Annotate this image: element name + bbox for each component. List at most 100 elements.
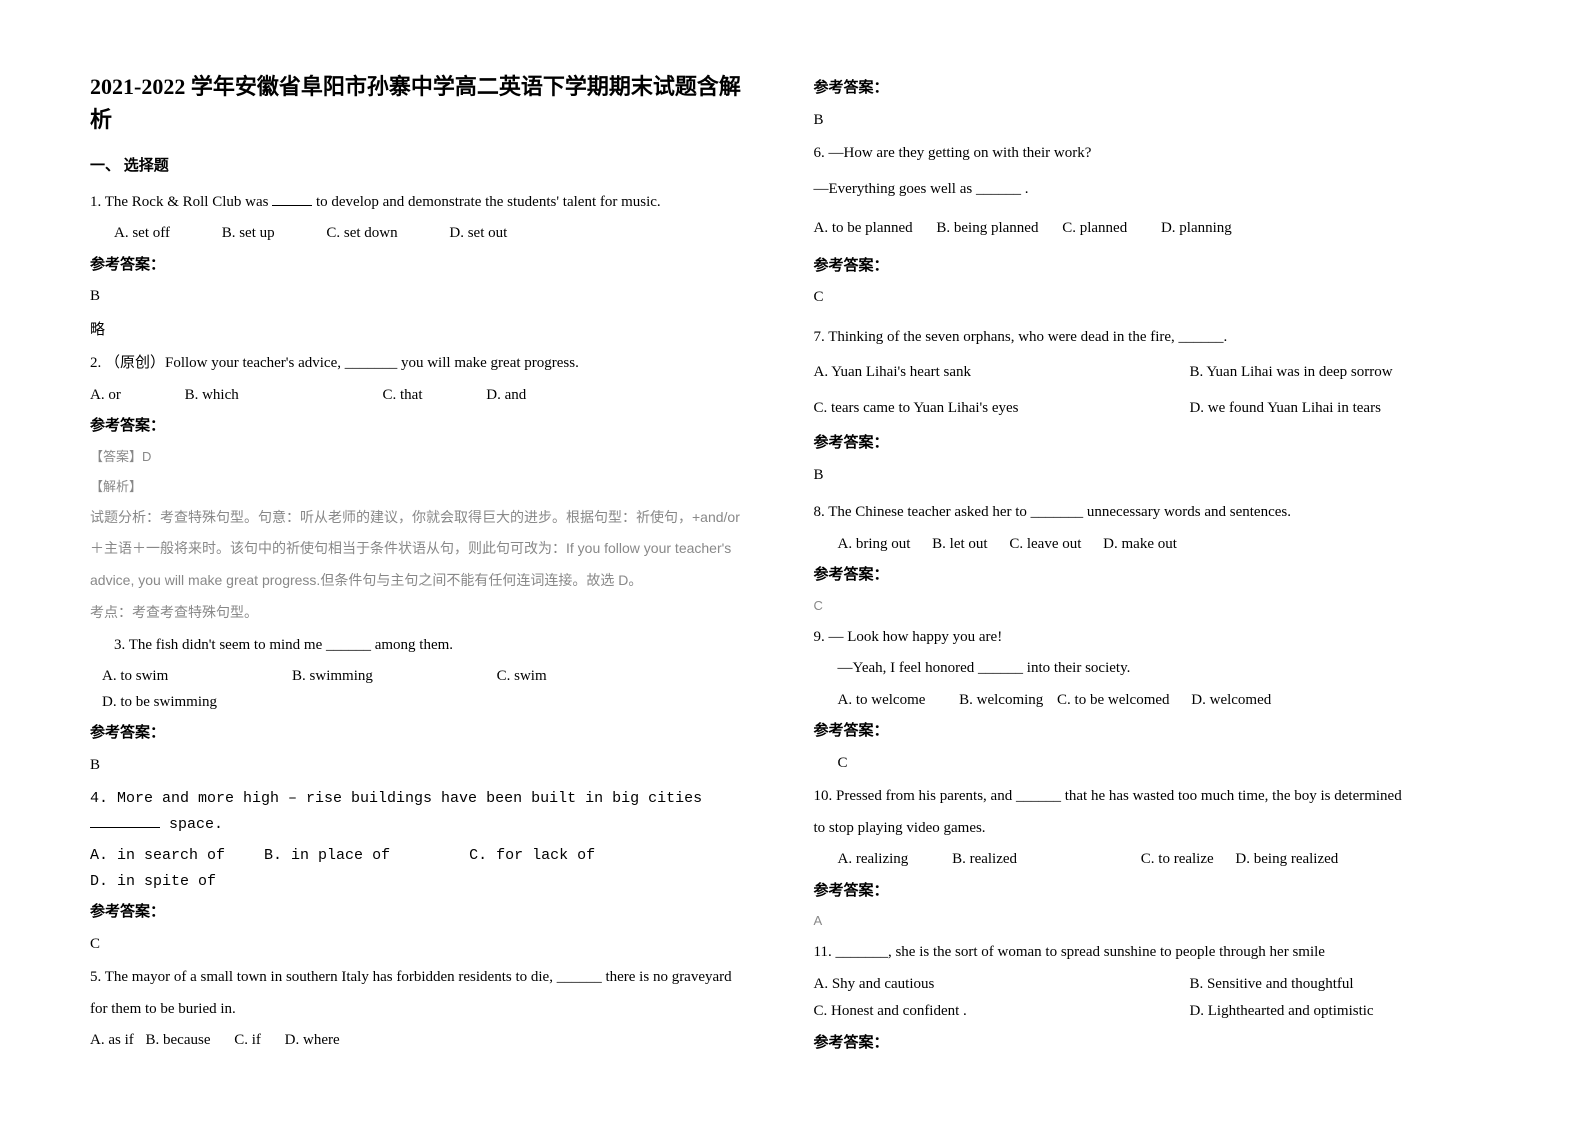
q7-options-row1: A. Yuan Lihai's heart sank B. Yuan Lihai… — [814, 360, 1498, 386]
opt: B. in place of — [264, 843, 390, 869]
opt: D. to be swimming — [102, 690, 217, 716]
opt: B. realized — [952, 847, 1017, 873]
q9-answer: C — [838, 751, 1498, 777]
q1-answer: B — [90, 284, 744, 310]
q3-options: A. to swim B. swimming C. swim D. to be … — [102, 664, 744, 715]
q9-options: A. to welcome B. welcoming C. to be welc… — [838, 688, 1498, 714]
answer-key-label: 参考答案： — [814, 1031, 1498, 1057]
q5-answer: B — [814, 108, 1498, 134]
answer-key-label: 参考答案： — [814, 719, 1498, 745]
opt: B. which — [185, 383, 239, 409]
opt: B. swimming — [292, 664, 373, 690]
analysis-line: ＋主语＋一般将来时。该句中的祈使句相当于条件状语从句，则此句可改为：If you… — [90, 537, 744, 561]
answer-key-label: 参考答案： — [814, 76, 1498, 102]
question-2: 2. （原创）Follow your teacher's advice, ___… — [90, 351, 744, 377]
opt: D. we found Yuan Lihai in tears — [1189, 396, 1497, 422]
answer-key-label: 参考答案： — [814, 563, 1498, 589]
left-column: 2021-2022 学年安徽省阜阳市孙寨中学高二英语下学期期末试题含解析 一、 … — [0, 0, 794, 1122]
q2-options: A. or B. which C. that D. and — [90, 383, 744, 409]
opt: D. being realized — [1235, 847, 1338, 873]
opt: A. as if — [90, 1028, 134, 1054]
opt: A. to swim — [102, 664, 168, 690]
section-header: 一、 选择题 — [90, 154, 744, 180]
q1-options: A. set off B. set up C. set down D. set … — [114, 221, 744, 247]
q8-answer: C — [814, 595, 1498, 617]
q6-options: A. to be planned B. being planned C. pla… — [814, 216, 1498, 242]
q4-answer: C — [90, 932, 744, 958]
question-10a: 10. Pressed from his parents, and ______… — [814, 784, 1498, 810]
q7-answer: B — [814, 463, 1498, 489]
opt: A. in search of — [90, 843, 225, 869]
opt: D. in spite of — [90, 869, 216, 895]
analysis-line: advice, you will make great progress.但条件… — [90, 569, 744, 593]
opt: C. leave out — [1009, 532, 1081, 558]
opt: B. welcoming — [959, 688, 1043, 714]
opt: A. or — [90, 383, 121, 409]
q10-answer: A — [814, 910, 1498, 932]
right-column: 参考答案： B 6. —How are they getting on with… — [794, 0, 1587, 1122]
opt: C. planned — [1062, 216, 1127, 242]
question-9b: —Yeah, I feel honored ______ into their … — [838, 656, 1498, 682]
answer-key-label: 参考答案： — [90, 253, 744, 279]
opt: D. make out — [1103, 532, 1177, 558]
q8-options: A. bring out B. let out C. leave out D. … — [838, 532, 1498, 558]
q1-lue: 略 — [90, 318, 744, 344]
opt: B. Yuan Lihai was in deep sorrow — [1189, 360, 1497, 386]
opt: D. welcomed — [1191, 688, 1271, 714]
question-6a: 6. —How are they getting on with their w… — [814, 141, 1498, 167]
opt: B. because — [146, 1028, 211, 1054]
answer-key-label: 参考答案： — [814, 254, 1498, 280]
question-5a: 5. The mayor of a small town in southern… — [90, 965, 744, 991]
opt: C. Honest and confident . — [814, 999, 1122, 1025]
q1-stem-b: to develop and demonstrate the students'… — [312, 194, 660, 210]
analysis-header: 【解析】 — [90, 476, 744, 498]
analysis-point: 考点：考查考查特殊句型。 — [90, 601, 744, 625]
opt: B. set up — [222, 221, 275, 247]
opt: A. bring out — [838, 532, 911, 558]
q1-stem-a: 1. The Rock & Roll Club was — [90, 194, 272, 210]
q5-options: A. as if B. because C. if D. where — [90, 1028, 744, 1054]
opt: B. Sensitive and thoughtful — [1189, 972, 1497, 998]
q6-answer: C — [814, 285, 1498, 311]
q4-stem-b: space. — [160, 816, 223, 833]
blank — [90, 813, 160, 828]
analysis-line: 试题分析：考查特殊句型。句意：听从老师的建议，你就会取得巨大的进步。根据句型：祈… — [90, 506, 744, 530]
opt: A. set off — [114, 221, 170, 247]
question-9a: 9. — Look how happy you are! — [814, 625, 1498, 651]
answer-key-label: 参考答案： — [814, 879, 1498, 905]
q7-options-row2: C. tears came to Yuan Lihai's eyes D. we… — [814, 396, 1498, 422]
question-10b: to stop playing video games. — [814, 816, 1498, 842]
question-6b: —Everything goes well as ______ . — [814, 177, 1498, 203]
opt: B. let out — [932, 532, 987, 558]
blank — [272, 191, 312, 206]
answer-key-label: 参考答案： — [90, 414, 744, 440]
q4-options: A. in search of B. in place of C. for la… — [90, 843, 744, 894]
opt: C. to realize — [1141, 847, 1214, 873]
opt: C. tears came to Yuan Lihai's eyes — [814, 396, 1190, 422]
answer-key-label: 参考答案： — [814, 431, 1498, 457]
opt: C. to be welcomed — [1057, 688, 1169, 714]
opt: C. for lack of — [469, 843, 595, 869]
opt: C. swim — [497, 664, 547, 690]
question-3: 3. The fish didn't seem to mind me _____… — [114, 633, 744, 659]
answer-key-label: 参考答案： — [90, 900, 744, 926]
q11-options-row2: C. Honest and confident . D. Lighthearte… — [814, 999, 1498, 1025]
doc-title: 2021-2022 学年安徽省阜阳市孙寨中学高二英语下学期期末试题含解析 — [90, 70, 744, 136]
opt: D. planning — [1161, 216, 1232, 242]
opt: A. realizing — [838, 847, 909, 873]
q10-options: A. realizing B. realized C. to realize D… — [838, 847, 1498, 873]
question-8: 8. The Chinese teacher asked her to ____… — [814, 500, 1498, 526]
question-5b: for them to be buried in. — [90, 997, 744, 1023]
q2-answer: 【答案】D — [90, 446, 744, 468]
opt: A. to welcome — [838, 688, 926, 714]
opt: C. if — [234, 1028, 261, 1054]
answer-key-label: 参考答案： — [90, 721, 744, 747]
q11-options-row1: A. Shy and cautious B. Sensitive and tho… — [814, 972, 1498, 998]
opt: D. Lighthearted and optimistic — [1189, 999, 1497, 1025]
opt: B. being planned — [936, 216, 1038, 242]
opt: D. where — [285, 1028, 340, 1054]
question-4: 4. More and more high – rise buildings h… — [90, 786, 744, 837]
question-11: 11. _______, she is the sort of woman to… — [814, 940, 1498, 966]
q3-answer: B — [90, 753, 744, 779]
opt: C. that — [383, 383, 423, 409]
